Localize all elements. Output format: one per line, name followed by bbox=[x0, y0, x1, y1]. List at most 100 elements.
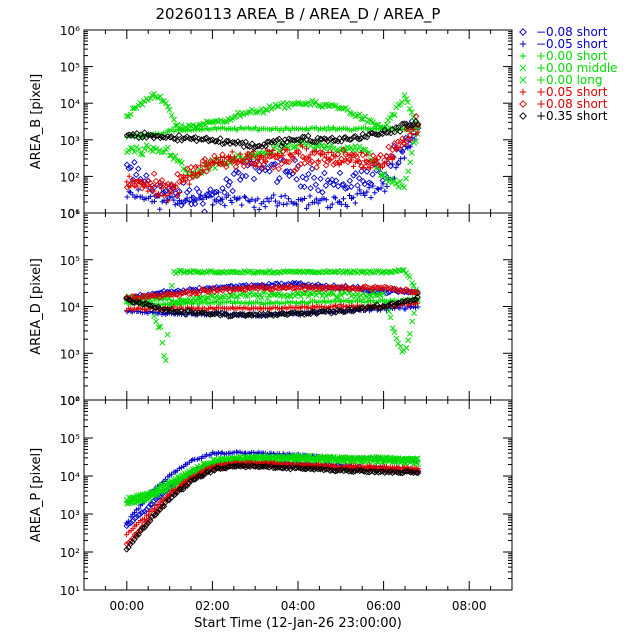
series-8 bbox=[123, 118, 422, 152]
data-point bbox=[146, 302, 154, 309]
data-point bbox=[293, 136, 300, 144]
data-point bbox=[144, 131, 152, 139]
data-point bbox=[308, 158, 316, 165]
data-point bbox=[125, 165, 133, 172]
x-tick-label: 02:00 bbox=[195, 599, 230, 613]
data-point bbox=[177, 486, 185, 493]
data-point bbox=[248, 140, 256, 147]
data-point bbox=[139, 525, 146, 532]
data-point bbox=[301, 101, 308, 108]
data-point bbox=[326, 178, 334, 186]
data-point bbox=[152, 496, 160, 503]
data-point bbox=[385, 469, 392, 476]
data-point bbox=[242, 292, 249, 299]
data-point bbox=[407, 137, 413, 143]
data-point bbox=[344, 203, 350, 210]
data-point bbox=[348, 151, 355, 158]
data-point bbox=[151, 512, 158, 519]
data-point bbox=[376, 161, 382, 167]
data-point bbox=[202, 163, 208, 169]
data-point bbox=[172, 184, 180, 191]
data-point bbox=[211, 152, 218, 160]
data-point bbox=[251, 204, 257, 210]
data-point bbox=[323, 458, 330, 465]
data-point bbox=[219, 140, 226, 148]
data-point bbox=[137, 527, 145, 534]
y-tick-label: 10⁵ bbox=[60, 432, 80, 446]
data-point bbox=[367, 165, 374, 171]
data-point bbox=[315, 200, 321, 206]
data-point bbox=[396, 128, 404, 135]
data-point bbox=[355, 306, 363, 313]
data-point bbox=[305, 170, 312, 178]
data-point bbox=[208, 304, 214, 311]
data-point bbox=[137, 151, 144, 157]
data-point bbox=[413, 455, 420, 462]
data-point bbox=[123, 522, 130, 530]
data-point bbox=[199, 472, 207, 480]
data-point bbox=[139, 101, 146, 108]
data-point bbox=[322, 285, 329, 293]
data-point bbox=[383, 175, 390, 182]
data-point bbox=[151, 313, 158, 320]
data-point bbox=[207, 292, 214, 299]
data-point bbox=[270, 164, 277, 171]
data-point bbox=[151, 198, 158, 204]
data-point bbox=[148, 193, 154, 200]
data-point bbox=[357, 187, 363, 193]
data-point bbox=[305, 268, 312, 275]
data-point bbox=[305, 457, 312, 464]
data-point bbox=[284, 147, 290, 153]
data-point bbox=[342, 268, 349, 275]
data-point bbox=[170, 155, 177, 162]
data-point bbox=[360, 467, 367, 475]
data-point bbox=[374, 459, 381, 465]
data-point bbox=[291, 280, 298, 288]
data-point bbox=[259, 164, 267, 172]
data-point bbox=[262, 269, 269, 276]
data-point bbox=[370, 183, 376, 189]
data-point bbox=[258, 165, 265, 172]
data-point bbox=[405, 168, 412, 175]
data-point bbox=[361, 468, 369, 475]
data-point bbox=[261, 284, 269, 292]
data-point bbox=[130, 177, 136, 183]
data-point bbox=[143, 172, 150, 179]
data-point bbox=[164, 144, 171, 151]
data-point bbox=[318, 308, 326, 315]
data-point bbox=[276, 200, 282, 206]
data-point bbox=[219, 287, 226, 294]
data-point bbox=[273, 136, 281, 144]
data-point bbox=[213, 464, 221, 472]
data-point bbox=[131, 299, 138, 307]
data-point bbox=[178, 122, 185, 129]
data-point bbox=[414, 469, 422, 477]
data-point bbox=[353, 153, 361, 161]
data-point bbox=[207, 287, 214, 294]
data-point bbox=[201, 471, 209, 478]
data-point bbox=[285, 196, 292, 202]
data-point bbox=[175, 309, 183, 316]
data-point bbox=[208, 193, 214, 199]
data-point bbox=[355, 136, 363, 143]
data-point bbox=[185, 479, 193, 487]
data-point bbox=[340, 105, 347, 112]
data-point bbox=[307, 184, 314, 192]
data-point bbox=[188, 194, 195, 200]
data-point bbox=[149, 492, 156, 499]
data-point bbox=[172, 153, 179, 160]
data-point bbox=[141, 146, 148, 153]
data-point bbox=[342, 466, 350, 474]
data-point bbox=[237, 151, 243, 157]
data-point bbox=[334, 150, 342, 158]
data-point bbox=[297, 465, 305, 472]
data-point bbox=[366, 268, 373, 275]
data-point bbox=[248, 150, 256, 157]
data-point bbox=[330, 181, 337, 188]
data-point bbox=[139, 134, 146, 141]
data-point bbox=[189, 457, 195, 464]
data-point bbox=[141, 508, 148, 515]
data-point bbox=[182, 482, 189, 490]
data-point bbox=[225, 269, 231, 276]
data-point bbox=[221, 140, 228, 147]
